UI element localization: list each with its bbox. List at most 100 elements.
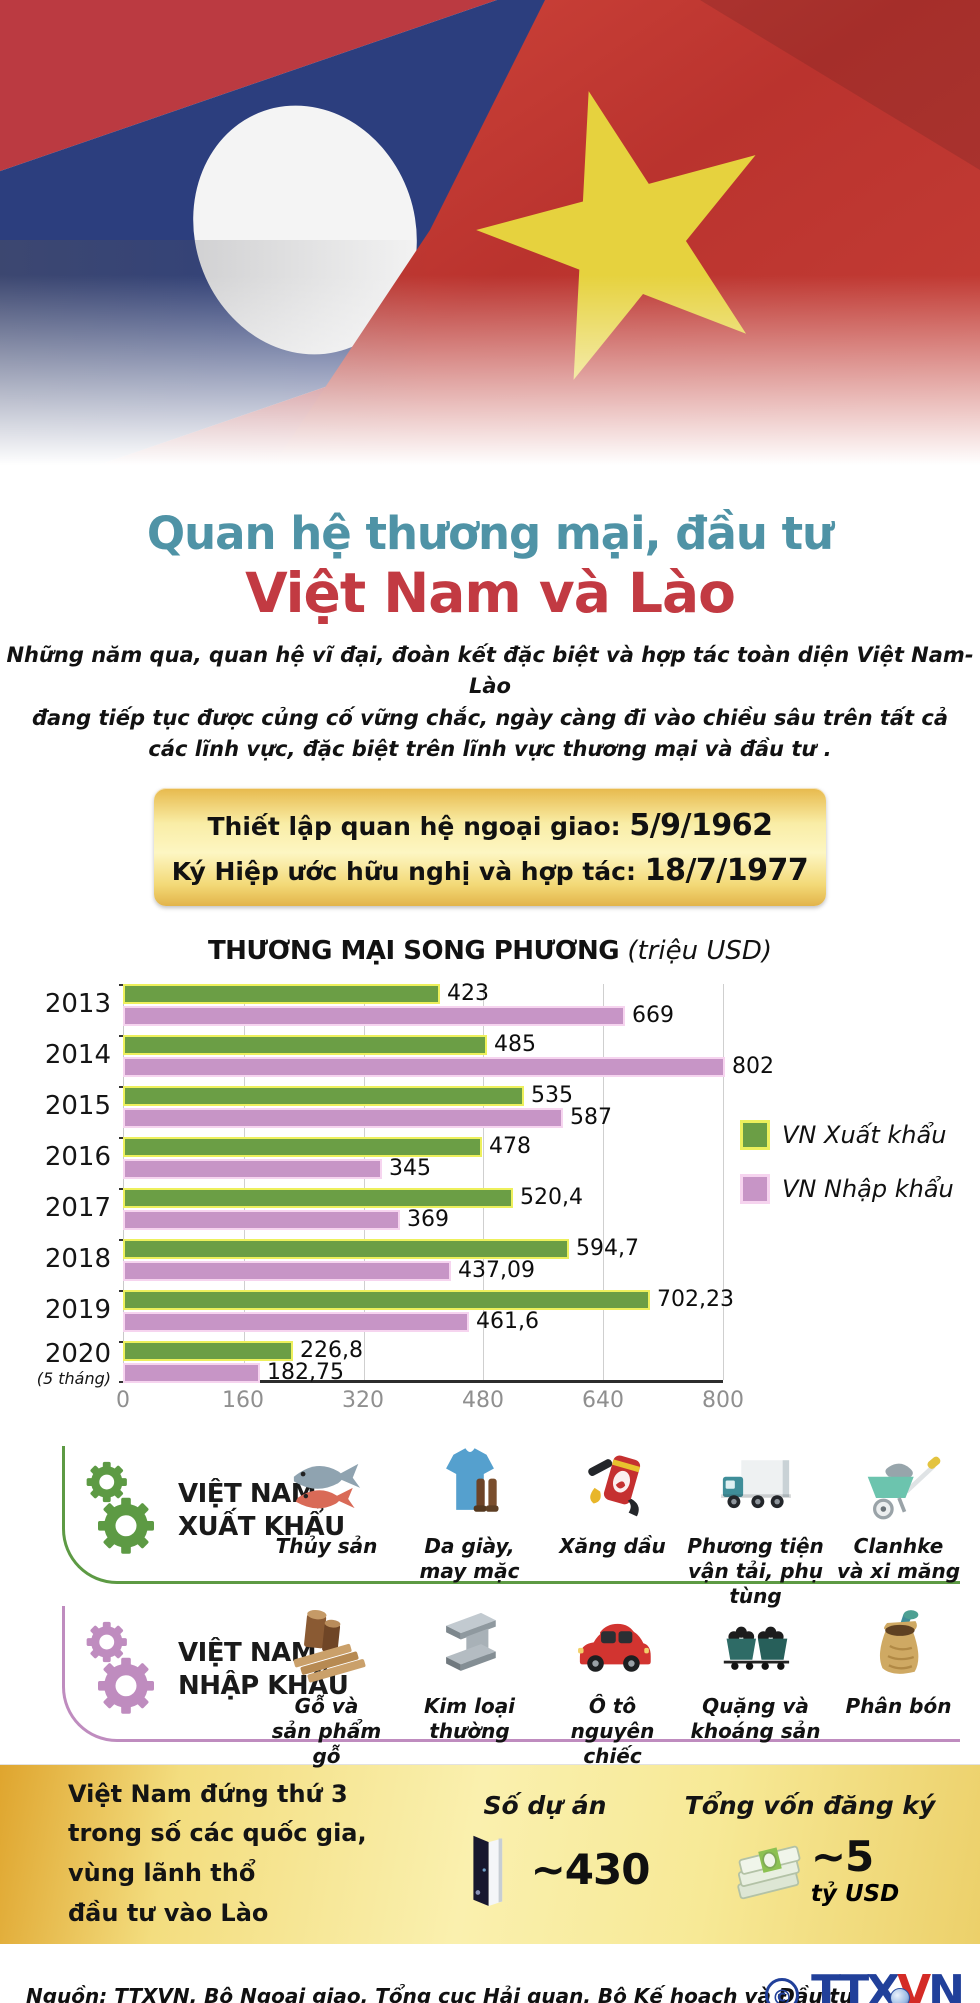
export-item: Xăng dầu (541, 1440, 684, 1588)
import-item: Quặng và khoáng sản (684, 1600, 827, 1746)
bar-value-label: 802 (732, 1053, 774, 1079)
ttxvn-logo: © TTXVN Vietnam News Agency (765, 1969, 965, 2003)
export-bar-2014 (123, 1034, 487, 1055)
bilateral-trade-chart: THƯƠNG MẠI SONG PHƯƠNG (triệu USD) 2013 4… (0, 936, 980, 1432)
import-bar-2019 (123, 1311, 469, 1332)
capital-value: ~5 (810, 1832, 874, 1881)
chart-legend: VN Xuất khẩu VN Nhập khẩu (740, 1119, 954, 1228)
import-item: Kim loại thường (398, 1600, 541, 1746)
import-swatch (740, 1173, 770, 1204)
bar-value-label: 669 (632, 1002, 674, 1028)
year-label: 2019 (44, 1294, 111, 1325)
item-label: Ô tô nguyên chiếc (570, 1693, 655, 1768)
clothing-shoes-icon (424, 1440, 516, 1532)
flags-banner (0, 0, 980, 500)
bar-value-label: 182,75 (267, 1359, 344, 1385)
year-label: 2015 (44, 1090, 111, 1121)
intro-line: các lĩnh vực, đặc biệt trên lĩnh vực thư… (148, 737, 832, 761)
steel-beam-icon (424, 1600, 516, 1692)
export-section: VIỆT NAM XUẤT KHẨU Thủy sản Da giày, may … (0, 1432, 980, 1608)
import-section: VIỆT NAM NHẬP KHẨU Gỗ và sản phẩm gỗ Kim … (0, 1592, 980, 1768)
milestone-label: Thiết lập quan hệ ngoại giao: (207, 811, 630, 841)
chart-year-group: 2020 (5 tháng) 226,8 182,75 (28, 1337, 980, 1388)
money-stack-icon (721, 1822, 811, 1918)
year-label: 2018 (44, 1243, 111, 1274)
export-bar-2013 (123, 983, 440, 1004)
title-block: Quan hệ thương mại, đầu tư Việt Nam và L… (0, 500, 980, 626)
export-item: Phương tiện vận tải, phụ tùng (684, 1440, 827, 1608)
bar-value-label: 478 (489, 1133, 531, 1159)
intro-paragraph: Những năm qua, quan hệ vĩ đại, đoàn kết … (0, 640, 980, 766)
bar-value-label: 594,7 (576, 1235, 639, 1261)
item-label: Phân bón (845, 1693, 952, 1718)
logo-letter-group: TTX (811, 1965, 900, 2003)
export-bar-2020 (123, 1340, 293, 1361)
x-tick-label: 480 (462, 1387, 504, 1413)
bar-value-label: 535 (531, 1082, 573, 1108)
item-label: Kim loại thường (423, 1693, 516, 1743)
bar-value-label: 437,09 (458, 1257, 535, 1283)
fish-icon (281, 1440, 373, 1532)
rank-line: trong số các quốc gia, vùng lãnh thổ (68, 1819, 367, 1887)
intro-line: Những năm qua, quan hệ vĩ đại, đoàn kết … (6, 642, 974, 699)
projects-label: Số dự án (483, 1790, 607, 1820)
section-title-line: VIỆT NAM (178, 1478, 317, 1509)
item-label: Clanhke và xi măng (836, 1533, 961, 1583)
milestone-treaty: Ký Hiệp ước hữu nghị và hợp tác: 18/7/19… (164, 848, 816, 893)
x-tick-label: 640 (582, 1387, 624, 1413)
chart-year-group: 2014 485 802 (28, 1031, 980, 1079)
page-subtitle: Việt Nam và Lào (245, 561, 736, 626)
export-item: Clanhke và xi măng (827, 1440, 970, 1588)
capital-label: Tổng vốn đăng ký (684, 1790, 936, 1820)
export-item: Da giày, may mặc (398, 1440, 541, 1588)
bar-value-label: 702,23 (657, 1286, 734, 1312)
bar-value-label: 345 (389, 1155, 431, 1181)
export-section-title: VIỆT NAM XUẤT KHẨU (178, 1478, 345, 1546)
x-tick-label: 800 (702, 1387, 744, 1413)
section-title-line: XUẤT KHẨU (178, 1512, 345, 1543)
export-bar-2019 (123, 1289, 650, 1310)
projects-value: ~430 (530, 1845, 651, 1894)
bar-value-label: 520,4 (520, 1184, 583, 1210)
year-label: 2017 (44, 1192, 111, 1223)
chart-title-text: THƯƠNG MẠI SONG PHƯƠNG (207, 935, 620, 966)
capital-stat: Tổng vốn đăng ký ~5 tỷ USD (670, 1791, 950, 1918)
chart-title-unit: (triệu USD) (627, 935, 773, 966)
import-item: Ô tô nguyên chiếc (541, 1600, 684, 1768)
globe-icon (890, 1987, 910, 2003)
export-bar-2016 (123, 1136, 482, 1157)
import-item: Gỗ và sản phẩm gỗ (255, 1600, 398, 1768)
milestone-label: Ký Hiệp ước hữu nghị và hợp tác: (171, 856, 645, 886)
bar-value-label: 461,6 (476, 1308, 539, 1334)
import-bracket-line (62, 1605, 960, 1742)
binder-icon (441, 1822, 531, 1918)
year-label: 2013 (44, 988, 111, 1019)
bar-value-label: 587 (570, 1104, 612, 1130)
legend-item-export: VN Xuất khẩu (740, 1119, 954, 1150)
wood-icon (281, 1600, 373, 1692)
footer: Nguồn: TTXVN, Bộ Ngoại giao, Tổng cục Hả… (0, 1943, 980, 2003)
logo-letters: TTXVN (811, 1969, 965, 2003)
bar-value-label: 485 (494, 1031, 536, 1057)
chart-title: THƯƠNG MẠI SONG PHƯƠNG (triệu USD) (0, 936, 980, 966)
ore-carts-icon (710, 1600, 802, 1692)
copyright-icon: © (765, 1977, 800, 2003)
year-label: 2014 (44, 1039, 111, 1070)
chart-year-group: 2015 535 587 (28, 1082, 980, 1130)
chart-x-axis: 0 160 320 480 640 800 (116, 1387, 744, 1420)
logo-letter-group: N (928, 1965, 965, 2003)
import-bar-2016 (123, 1158, 382, 1179)
export-item: Thủy sản (255, 1440, 398, 1588)
export-bracket-line (62, 1445, 960, 1584)
chart-rows: 2013 423 669 2014 485 802 2015 535 587 2016 478 345… (0, 980, 980, 1388)
chart-year-group: 2016 478 345 (28, 1133, 980, 1181)
item-label: Phương tiện vận tải, phụ tùng (687, 1533, 824, 1608)
bar-value-label: 423 (447, 980, 489, 1006)
export-items: Thủy sản Da giày, may mặc Xăng dầu Phương t… (255, 1440, 970, 1608)
car-icon (567, 1600, 659, 1692)
bar-value-label: 226,8 (300, 1337, 363, 1363)
import-bar-2015 (123, 1107, 563, 1128)
investment-rank-text: Việt Nam đứng thứ 3 trong số các quốc gi… (68, 1775, 420, 1933)
fertilizer-sack-icon (853, 1600, 945, 1692)
